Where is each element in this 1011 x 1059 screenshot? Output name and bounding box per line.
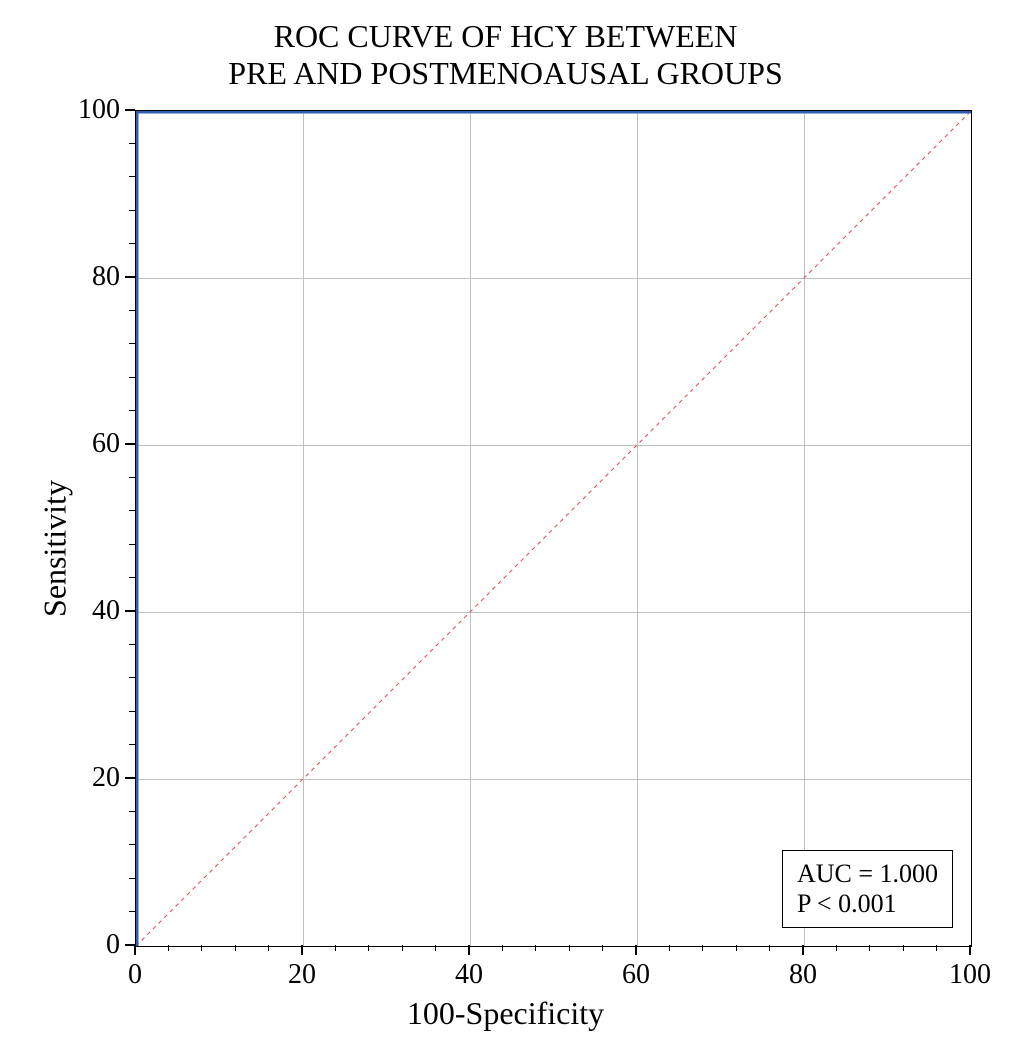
- x-tick-major: [635, 945, 637, 955]
- y-tick-label: 0: [65, 929, 120, 961]
- x-tick-minor: [702, 945, 703, 951]
- y-tick-minor: [129, 844, 135, 845]
- y-tick-major: [125, 276, 135, 278]
- x-tick-minor: [335, 945, 336, 951]
- y-tick-minor: [129, 577, 135, 578]
- x-tick-label: 40: [455, 959, 483, 991]
- x-tick-label: 80: [789, 959, 817, 991]
- y-tick-major: [125, 443, 135, 445]
- grid-horizontal: [136, 445, 971, 446]
- legend-box: AUC = 1.000 P < 0.001: [782, 850, 953, 928]
- grid-vertical: [303, 111, 304, 946]
- x-tick-major: [969, 945, 971, 955]
- plot-svg: [136, 111, 971, 946]
- x-tick-minor: [669, 945, 670, 951]
- x-axis-label: 100-Specificity: [0, 995, 1011, 1032]
- y-tick-minor: [129, 310, 135, 311]
- x-tick-minor: [502, 945, 503, 951]
- x-tick-minor: [869, 945, 870, 951]
- x-tick-minor: [736, 945, 737, 951]
- x-tick-minor: [569, 945, 570, 951]
- y-tick-minor: [129, 510, 135, 511]
- x-tick-major: [802, 945, 804, 955]
- x-tick-major: [134, 945, 136, 955]
- y-tick-label: 80: [65, 261, 120, 293]
- x-tick-minor: [769, 945, 770, 951]
- roc-curve-line: [136, 111, 971, 946]
- y-tick-minor: [129, 677, 135, 678]
- y-tick-label: 40: [65, 595, 120, 627]
- diagonal-reference-line: [136, 111, 971, 946]
- y-tick-major: [125, 777, 135, 779]
- chart-title: ROC CURVE OF HCY BETWEEN PRE AND POSTMEN…: [0, 18, 1011, 92]
- y-tick-minor: [129, 811, 135, 812]
- plot-area: AUC = 1.000 P < 0.001: [135, 110, 972, 947]
- y-tick-minor: [129, 644, 135, 645]
- x-tick-minor: [268, 945, 269, 951]
- y-tick-major: [125, 610, 135, 612]
- y-tick-minor: [129, 343, 135, 344]
- x-tick-major: [301, 945, 303, 955]
- y-tick-minor: [129, 176, 135, 177]
- y-tick-label: 60: [65, 428, 120, 460]
- x-tick-minor: [836, 945, 837, 951]
- y-tick-minor: [129, 544, 135, 545]
- x-tick-minor: [602, 945, 603, 951]
- x-tick-minor: [435, 945, 436, 951]
- y-tick-major: [125, 109, 135, 111]
- roc-chart: ROC CURVE OF HCY BETWEEN PRE AND POSTMEN…: [0, 0, 1011, 1059]
- x-tick-minor: [235, 945, 236, 951]
- x-tick-major: [468, 945, 470, 955]
- grid-horizontal: [136, 278, 971, 279]
- y-tick-minor: [129, 210, 135, 211]
- x-tick-minor: [168, 945, 169, 951]
- grid-horizontal: [136, 779, 971, 780]
- legend-pvalue: P < 0.001: [797, 889, 938, 919]
- y-tick-minor: [129, 477, 135, 478]
- title-line-2: PRE AND POSTMENOAUSAL GROUPS: [0, 55, 1011, 92]
- y-tick-minor: [129, 744, 135, 745]
- y-tick-minor: [129, 911, 135, 912]
- x-tick-label: 60: [622, 959, 650, 991]
- y-tick-minor: [129, 878, 135, 879]
- y-tick-label: 20: [65, 762, 120, 794]
- legend-auc: AUC = 1.000: [797, 859, 938, 889]
- x-tick-minor: [903, 945, 904, 951]
- x-tick-label: 20: [288, 959, 316, 991]
- grid-vertical: [804, 111, 805, 946]
- x-tick-label: 100: [949, 959, 991, 991]
- x-tick-minor: [368, 945, 369, 951]
- y-tick-major: [125, 944, 135, 946]
- x-tick-minor: [201, 945, 202, 951]
- grid-vertical: [637, 111, 638, 946]
- grid-vertical: [470, 111, 471, 946]
- x-tick-minor: [936, 945, 937, 951]
- y-tick-minor: [129, 243, 135, 244]
- x-tick-label: 0: [128, 959, 142, 991]
- y-tick-minor: [129, 143, 135, 144]
- y-tick-label: 100: [65, 94, 120, 126]
- y-tick-minor: [129, 410, 135, 411]
- x-tick-minor: [402, 945, 403, 951]
- y-tick-minor: [129, 711, 135, 712]
- x-tick-minor: [535, 945, 536, 951]
- title-line-1: ROC CURVE OF HCY BETWEEN: [0, 18, 1011, 55]
- grid-horizontal: [136, 612, 971, 613]
- y-tick-minor: [129, 377, 135, 378]
